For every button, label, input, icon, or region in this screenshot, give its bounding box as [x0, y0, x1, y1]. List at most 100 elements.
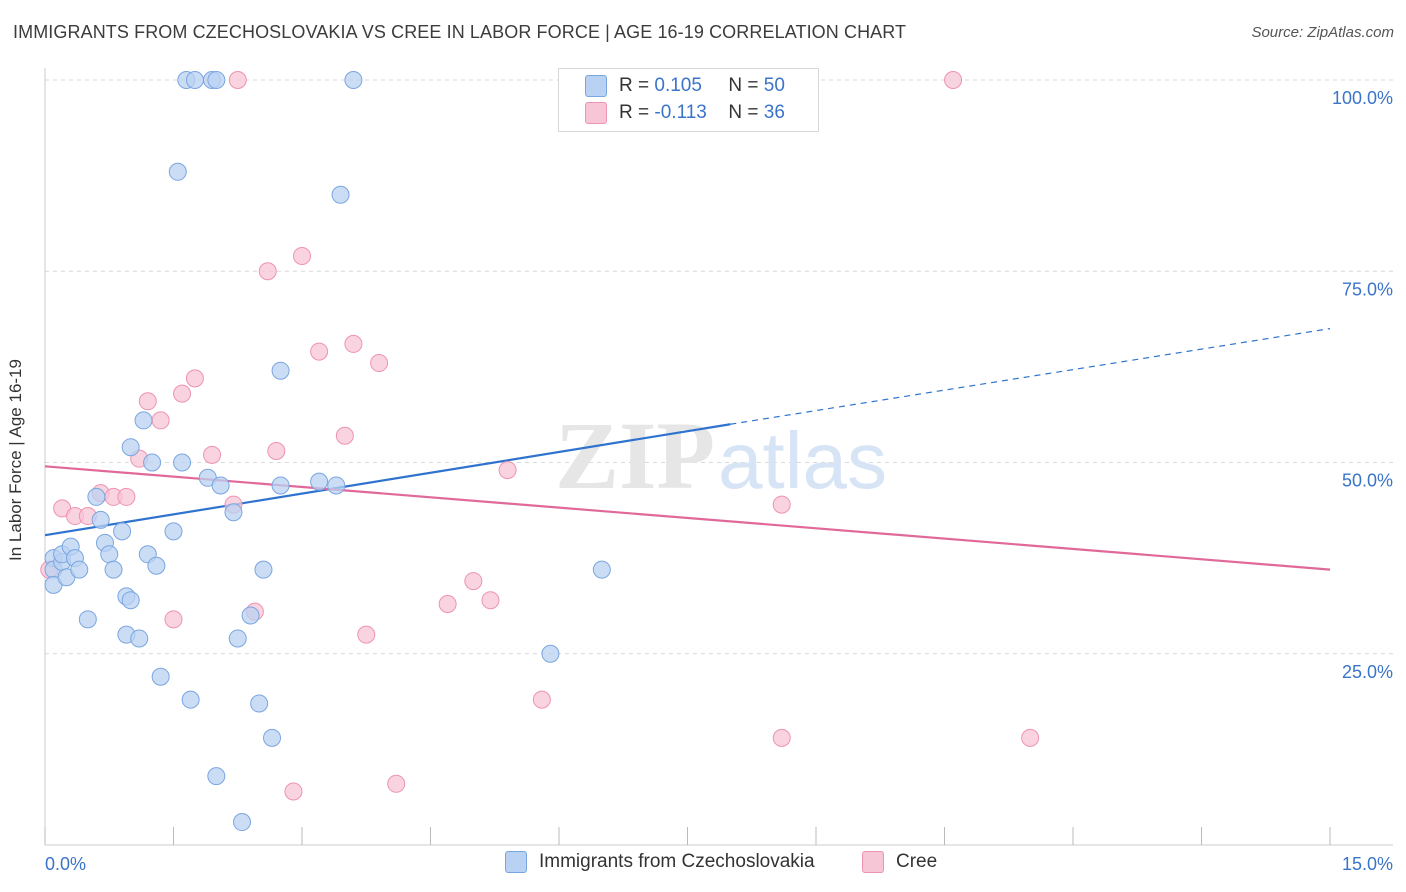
point-czechoslovakia — [70, 560, 89, 579]
point-czechoslovakia — [185, 71, 204, 89]
series-legend: Immigrants from Czechoslovakia Cree — [0, 851, 1406, 879]
axis-layer — [44, 68, 1393, 846]
point-czechoslovakia — [224, 503, 243, 522]
point-cree — [164, 610, 183, 629]
point-czechoslovakia — [592, 560, 611, 579]
legend-swatch-pink — [585, 102, 607, 124]
r-value: -0.113 — [654, 102, 707, 123]
point-cree — [138, 392, 157, 411]
point-czechoslovakia — [271, 476, 290, 495]
point-cree — [532, 690, 551, 709]
point-cree — [203, 445, 222, 464]
point-czechoslovakia — [271, 361, 290, 380]
point-czechoslovakia — [263, 728, 282, 747]
point-cree — [357, 625, 376, 644]
watermark-atlas: atlas — [718, 416, 887, 505]
point-cree — [228, 71, 247, 89]
point-czechoslovakia — [181, 690, 200, 709]
y-tick-label: 25.0% — [1342, 662, 1393, 682]
y-tick-label: 75.0% — [1342, 279, 1393, 299]
legend-swatch-blue — [505, 851, 527, 873]
trend-line-cree — [44, 465, 1331, 571]
point-cree — [258, 262, 277, 281]
trend-line-czechoslovakia — [44, 423, 731, 537]
chart-source: Source: ZipAtlas.com — [1251, 24, 1394, 41]
point-cree — [185, 369, 204, 388]
points-layer — [40, 71, 1040, 832]
stats-legend: R = 0.105 N = 50 R = -0.113 N = 36 — [558, 68, 819, 132]
point-cree — [438, 595, 457, 614]
point-cree — [344, 334, 363, 353]
y-tick-label: 50.0% — [1342, 471, 1393, 491]
point-czechoslovakia — [241, 606, 260, 625]
point-czechoslovakia — [151, 667, 170, 686]
point-czechoslovakia — [207, 71, 226, 89]
legend-swatch-blue — [585, 75, 607, 97]
trend-layer — [44, 328, 1331, 571]
legend-label: Cree — [896, 851, 938, 872]
n-value: 36 — [763, 102, 785, 123]
point-cree — [772, 728, 791, 747]
tick-labels: 100.0% 75.0% 50.0% 25.0% 0.0% 15.0% — [45, 88, 1393, 874]
point-cree — [370, 354, 389, 373]
trend-line-czechoslovakia-extension — [730, 328, 1331, 425]
stats-row-czechoslovakia: R = 0.105 N = 50 — [585, 74, 785, 98]
point-czechoslovakia — [250, 694, 269, 713]
watermark: ZIP atlas — [555, 402, 887, 509]
point-czechoslovakia — [207, 767, 226, 786]
point-cree — [498, 461, 517, 480]
point-czechoslovakia — [134, 411, 153, 430]
point-czechoslovakia — [130, 629, 149, 648]
point-czechoslovakia — [113, 522, 132, 541]
point-czechoslovakia — [344, 71, 363, 89]
legend-swatch-pink — [862, 851, 884, 873]
point-czechoslovakia — [147, 556, 166, 575]
point-cree — [267, 442, 286, 461]
point-cree — [772, 495, 791, 514]
n-label: N = — [728, 102, 759, 123]
point-czechoslovakia — [104, 560, 123, 579]
point-czechoslovakia — [254, 560, 273, 579]
y-axis-label: In Labor Force | Age 16-19 — [6, 359, 25, 561]
point-cree — [387, 774, 406, 793]
chart-title: IMMIGRANTS FROM CZECHOSLOVAKIA VS CREE I… — [13, 22, 907, 42]
point-czechoslovakia — [327, 476, 346, 495]
point-czechoslovakia — [310, 472, 329, 491]
point-czechoslovakia — [87, 487, 106, 506]
n-value: 50 — [763, 75, 785, 96]
point-cree — [284, 782, 303, 801]
point-czechoslovakia — [233, 813, 252, 832]
x-tick-label-min: 0.0% — [45, 854, 86, 874]
point-cree — [293, 246, 311, 265]
point-czechoslovakia — [168, 162, 187, 181]
point-cree — [1021, 728, 1040, 747]
grid-layer — [45, 79, 1393, 655]
point-cree — [173, 384, 192, 403]
point-cree — [481, 591, 500, 610]
point-czechoslovakia — [228, 629, 247, 648]
y-tick-label: 100.0% — [1332, 88, 1393, 108]
r-value: 0.105 — [654, 75, 702, 96]
point-czechoslovakia — [211, 476, 230, 495]
point-cree — [944, 71, 963, 89]
watermark-zip: ZIP — [555, 402, 715, 509]
legend-item-cree: Cree — [862, 851, 937, 873]
stats-row-cree: R = -0.113 N = 36 — [585, 101, 785, 125]
point-czechoslovakia — [143, 453, 162, 472]
x-tick-label-max: 15.0% — [1342, 854, 1393, 874]
r-label: R = — [619, 102, 650, 123]
point-cree — [464, 572, 483, 591]
point-czechoslovakia — [173, 453, 192, 472]
legend-label: Immigrants from Czechoslovakia — [539, 851, 815, 872]
point-czechoslovakia — [541, 644, 560, 663]
point-czechoslovakia — [121, 591, 140, 610]
point-cree — [151, 411, 170, 430]
point-czechoslovakia — [121, 438, 140, 457]
n-label: N = — [728, 75, 759, 96]
point-cree — [310, 342, 329, 361]
legend-item-czechoslovakia: Immigrants from Czechoslovakia — [505, 851, 815, 873]
point-czechoslovakia — [331, 185, 350, 204]
point-czechoslovakia — [164, 522, 183, 541]
point-czechoslovakia — [100, 545, 119, 564]
